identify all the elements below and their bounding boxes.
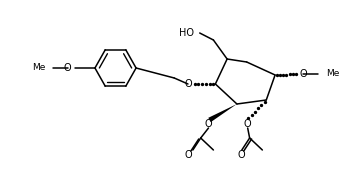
Text: HO: HO	[179, 28, 194, 38]
Text: O: O	[244, 119, 252, 129]
Text: Me: Me	[32, 64, 45, 73]
Text: O: O	[64, 63, 72, 73]
Text: O: O	[205, 119, 212, 129]
Text: O: O	[299, 69, 307, 79]
Text: O: O	[184, 150, 192, 160]
Polygon shape	[208, 104, 237, 122]
Text: O: O	[184, 79, 192, 89]
Text: Me: Me	[326, 69, 339, 78]
Text: O: O	[237, 150, 244, 160]
